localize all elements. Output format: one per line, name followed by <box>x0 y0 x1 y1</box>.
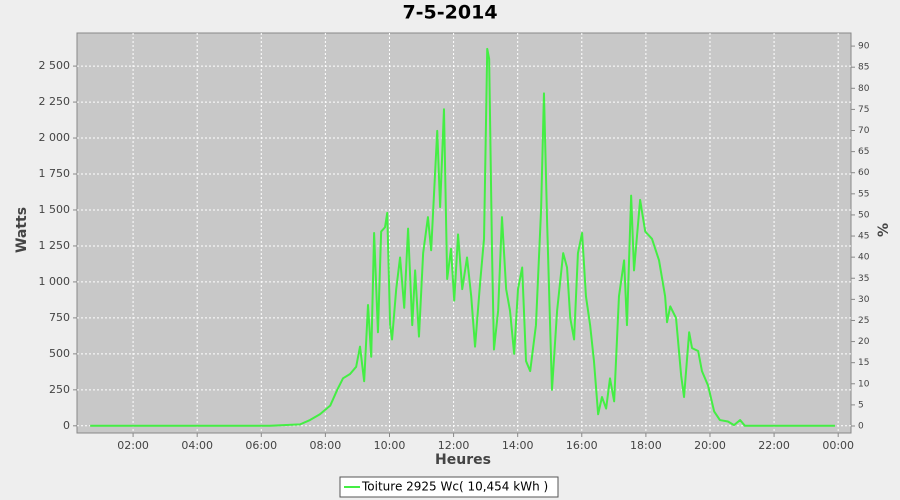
y-axis-label: Watts <box>14 207 30 253</box>
legend <box>339 476 559 498</box>
y2-tick-label: 20 <box>858 337 870 347</box>
y-tick-label: 0 <box>63 419 70 432</box>
y2-tick-label: 55 <box>858 189 869 199</box>
y2-tick-label: 15 <box>858 358 869 368</box>
x-tick-label: 20:00 <box>694 439 726 452</box>
x-tick-label: 14:00 <box>502 439 534 452</box>
y2-tick-label: 10 <box>858 379 870 389</box>
x-tick-label: 02:00 <box>117 439 149 452</box>
y2-tick-label: 80 <box>858 84 870 94</box>
y2-tick-label: 90 <box>858 42 870 52</box>
y-tick-label: 1 750 <box>39 167 71 180</box>
x-tick-label: 12:00 <box>438 439 470 452</box>
y2-tick-label: 25 <box>858 316 869 326</box>
y-tick-label: 1 500 <box>39 203 71 216</box>
y2-axis-label: % <box>876 223 892 237</box>
chart-title: 7-5-2014 <box>402 2 497 24</box>
y2-tick-label: 65 <box>858 147 869 157</box>
y2-tick-label: 40 <box>858 253 870 263</box>
plot-area <box>76 32 852 434</box>
y-tick-label: 1 000 <box>39 275 71 288</box>
y-tick-label: 2 250 <box>39 95 71 108</box>
y-tick-label: 750 <box>49 311 70 324</box>
y2-tick-label: 0 <box>858 421 864 431</box>
x-tick-label: 16:00 <box>566 439 598 452</box>
x-tick-label: 22:00 <box>758 439 790 452</box>
y2-tick-label: 5 <box>858 400 864 410</box>
y-tick-label: 1 250 <box>39 239 71 252</box>
y2-tick-label: 85 <box>858 63 869 73</box>
y-tick-label: 250 <box>49 383 70 396</box>
y-tick-label: 2 500 <box>39 59 71 72</box>
x-axis-label: Heures <box>435 452 491 468</box>
x-tick-label: 04:00 <box>181 439 213 452</box>
y2-tick-label: 45 <box>858 232 869 242</box>
y-tick-label: 2 000 <box>39 131 71 144</box>
x-tick-label: 18:00 <box>630 439 662 452</box>
x-tick-label: 00:00 <box>822 439 854 452</box>
y2-tick-label: 50 <box>858 210 870 220</box>
y2-tick-label: 30 <box>858 295 870 305</box>
y2-tick-label: 60 <box>858 168 870 178</box>
x-tick-label: 08:00 <box>310 439 342 452</box>
x-tick-label: 10:00 <box>374 439 406 452</box>
y-tick-label: 500 <box>49 347 70 360</box>
y2-tick-label: 35 <box>858 274 869 284</box>
legend-label: Toiture 2925 Wc( 10,454 kWh ) <box>361 480 548 494</box>
y2-tick-label: 75 <box>858 105 869 115</box>
y2-tick-label: 70 <box>858 126 870 136</box>
data-line <box>90 47 835 427</box>
x-tick-label: 06:00 <box>245 439 277 452</box>
